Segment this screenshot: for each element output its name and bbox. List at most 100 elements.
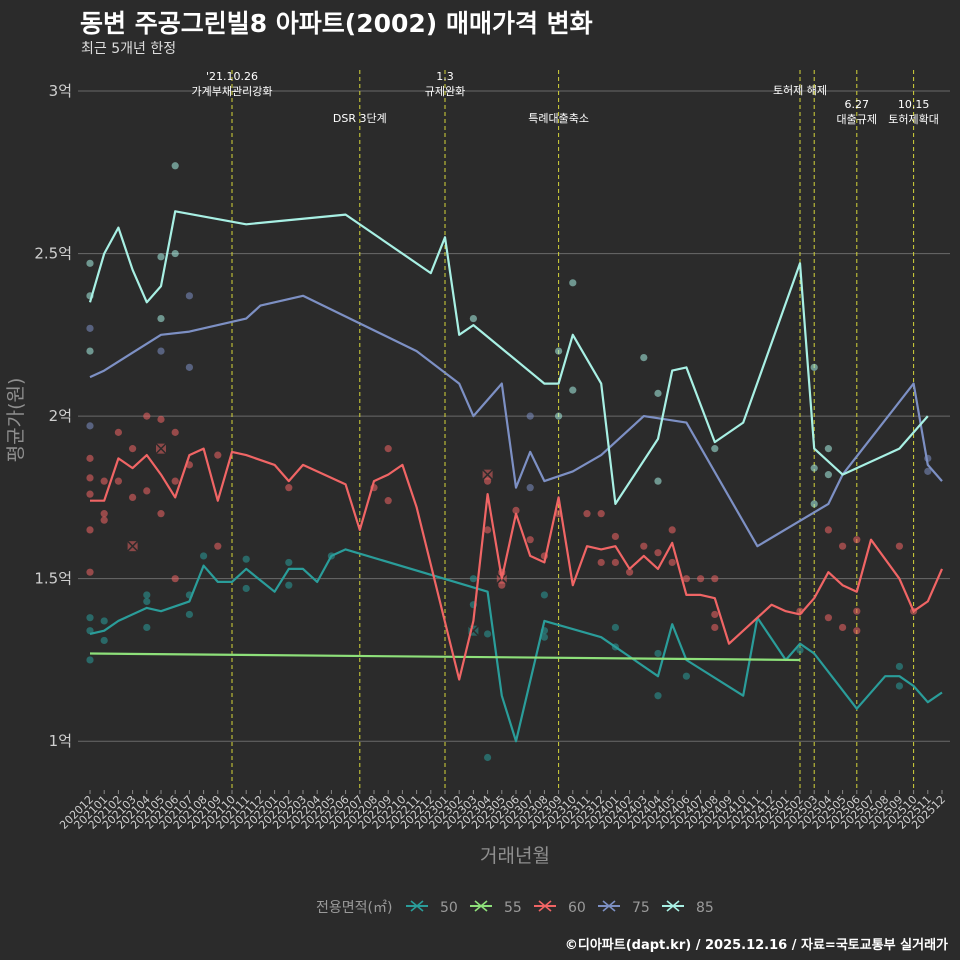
data-point xyxy=(824,471,833,479)
data-point xyxy=(86,324,94,332)
series-line xyxy=(89,548,943,743)
data-point xyxy=(853,627,861,635)
data-point xyxy=(555,412,563,420)
y-tick-label: 1.5억 xyxy=(34,570,72,588)
data-point xyxy=(143,412,151,420)
data-point xyxy=(654,649,662,658)
data-point xyxy=(114,428,122,436)
legend-label: 85 xyxy=(696,900,714,916)
data-point xyxy=(853,607,861,615)
series-85 xyxy=(86,162,929,508)
legend-cross xyxy=(666,900,680,912)
data-point xyxy=(157,253,165,261)
data-point xyxy=(86,614,94,622)
event-label: 가계부채관리강화 xyxy=(192,85,273,98)
data-point xyxy=(540,633,549,641)
data-point xyxy=(526,536,534,544)
data-point xyxy=(711,575,719,583)
data-point xyxy=(626,568,634,576)
data-point xyxy=(824,526,833,534)
data-point xyxy=(285,558,293,567)
data-point xyxy=(384,445,392,453)
series-50 xyxy=(86,548,943,762)
y-axis-label: 평균가(원) xyxy=(5,378,27,463)
data-point xyxy=(796,646,804,654)
y-tick-label: 1억 xyxy=(49,732,72,750)
data-point xyxy=(654,477,662,485)
data-point xyxy=(853,536,861,544)
data-point xyxy=(157,314,165,323)
data-point xyxy=(810,464,818,472)
event-label: '21.10.26 xyxy=(206,70,258,83)
data-point xyxy=(569,386,577,394)
data-point xyxy=(214,451,222,459)
series-60 xyxy=(86,412,944,681)
legend-item-50: 50 xyxy=(406,900,458,916)
event-label: 특례대출축소 xyxy=(528,112,589,125)
data-point xyxy=(171,575,179,583)
data-point xyxy=(824,614,833,622)
data-point xyxy=(682,575,691,583)
data-point xyxy=(711,445,719,453)
data-point xyxy=(100,636,108,645)
event-label: 1.3 xyxy=(436,70,454,83)
event-label: 규제완화 xyxy=(425,85,465,98)
data-point xyxy=(143,597,151,606)
legend-label: 60 xyxy=(568,900,586,916)
data-point xyxy=(384,497,392,505)
data-point xyxy=(129,493,137,501)
data-point xyxy=(697,575,705,583)
x-axis-label: 거래년월 xyxy=(480,845,550,867)
data-point xyxy=(185,363,193,371)
y-tick-label: 2.5억 xyxy=(34,245,72,263)
data-series xyxy=(86,162,944,762)
data-point xyxy=(526,484,534,492)
data-point xyxy=(555,347,563,355)
data-point xyxy=(143,487,151,495)
data-point xyxy=(86,454,94,462)
legend-cross xyxy=(538,900,552,912)
data-point xyxy=(654,692,662,700)
data-point xyxy=(157,415,165,423)
data-point xyxy=(512,506,520,515)
data-point xyxy=(86,474,94,482)
legend-label: 50 xyxy=(440,900,458,916)
legend-cross xyxy=(410,900,424,912)
data-point xyxy=(654,549,662,557)
series-line xyxy=(90,447,944,681)
chart-subtitle: 최근 5개년 한정 xyxy=(81,41,177,57)
data-point xyxy=(185,610,193,619)
y-axis-ticks: 1억 1.5억 2억 2.5억 3억 xyxy=(34,82,72,750)
data-point xyxy=(839,542,847,550)
source-caption: ©디아파트(dapt.kr) / 2025.12.16 / 자료=국토교통부 실… xyxy=(564,938,948,953)
data-point xyxy=(597,510,605,518)
data-point xyxy=(569,279,577,287)
data-point xyxy=(86,656,94,664)
data-point xyxy=(285,581,293,589)
data-point xyxy=(200,552,208,560)
legend-item-85: 85 xyxy=(662,900,714,916)
data-point xyxy=(129,445,137,453)
data-point xyxy=(583,510,591,518)
data-point xyxy=(640,354,648,362)
data-point xyxy=(86,490,94,498)
data-point xyxy=(611,558,620,567)
data-point xyxy=(100,516,108,524)
event-label: 10.15 xyxy=(898,98,930,111)
x-axis-ticks: 2020122021012021022021032021042021052021… xyxy=(57,790,948,832)
data-point xyxy=(668,526,676,534)
data-point xyxy=(86,347,94,355)
data-point xyxy=(895,542,904,550)
data-point xyxy=(86,526,94,534)
data-point xyxy=(711,623,719,632)
data-point xyxy=(86,422,94,430)
data-point xyxy=(114,477,122,485)
data-point xyxy=(469,575,477,583)
legend-cross xyxy=(602,900,616,912)
y-tick-label: 3억 xyxy=(49,82,72,100)
cross-mark xyxy=(155,443,167,455)
data-point xyxy=(171,162,179,170)
data-point xyxy=(157,347,165,355)
